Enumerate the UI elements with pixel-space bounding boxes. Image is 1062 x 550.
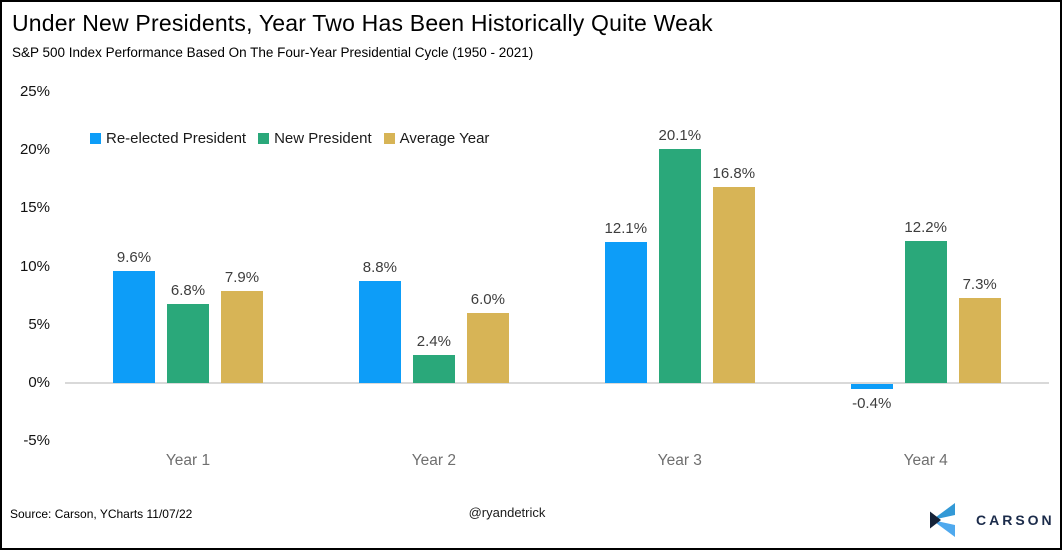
bar-value-label: 16.8% — [712, 165, 756, 183]
y-axis-tick-label: 0% — [28, 374, 50, 391]
bar-value-label: 6.0% — [470, 291, 505, 309]
bar-value-label: 7.3% — [962, 276, 997, 294]
legend-item: Re-elected President — [90, 130, 246, 147]
bar-value-label: 20.1% — [658, 127, 702, 145]
carson-chevron-icon — [930, 503, 955, 537]
x-axis-category-label: Year 2 — [411, 452, 457, 469]
twitter-handle: @ryandetrick — [468, 505, 546, 520]
y-axis-tick-label: 5% — [28, 315, 50, 333]
legend-item: Average Year — [383, 130, 490, 147]
bar — [412, 355, 455, 383]
bar-value-label: 2.4% — [416, 333, 451, 351]
x-axis-category-label: Year 1 — [165, 452, 211, 469]
chart-subtitle: S&P 500 Index Performance Based On The F… — [12, 45, 534, 60]
bar — [358, 280, 401, 383]
legend-label: New President — [274, 130, 372, 147]
bar-value-label: 7.9% — [224, 269, 260, 287]
bar — [658, 149, 701, 383]
bar-value-label: 6.8% — [170, 281, 206, 299]
legend-swatch — [258, 133, 270, 144]
bar-value-label: 12.1% — [604, 220, 648, 238]
legend-label: Re-elected President — [106, 130, 247, 147]
legend-item: New President — [258, 130, 372, 147]
legend-label: Average Year — [399, 130, 490, 147]
bar-value-label: -0.4% — [852, 394, 892, 412]
bar — [958, 298, 1001, 383]
zero-gridline — [65, 382, 1049, 384]
y-axis-tick-label: 15% — [19, 199, 50, 217]
x-axis-category-label: Year 4 — [903, 452, 948, 469]
bar — [466, 313, 509, 383]
y-axis-tick-label: 20% — [19, 141, 50, 159]
chart-legend: Re-elected President New President Average… — [90, 130, 501, 147]
y-axis-tick-label: 25% — [19, 83, 50, 100]
y-axis-tick-label: 10% — [19, 257, 50, 275]
bar — [904, 240, 947, 383]
legend-swatch — [383, 133, 395, 144]
y-axis-tick-label: -5% — [23, 432, 50, 450]
x-axis-category-label: Year 3 — [657, 452, 702, 469]
legend-swatch — [90, 133, 101, 144]
bar — [604, 242, 647, 383]
bar-value-label: 9.6% — [116, 249, 152, 267]
carson-logo: CARSON — [930, 503, 1055, 537]
chart-title: Under New Presidents, Year Two Has Been … — [12, 10, 713, 36]
bar — [850, 384, 893, 389]
carson-logo-text: CARSON — [976, 512, 1055, 528]
bar — [221, 291, 263, 383]
bar — [113, 271, 155, 383]
bar — [712, 187, 755, 383]
source-note: Source: Carson, YCharts 11/07/22 — [10, 507, 193, 521]
bar-value-label: 8.8% — [362, 258, 397, 276]
bar-value-label: 12.2% — [904, 218, 947, 236]
bar — [167, 303, 209, 383]
